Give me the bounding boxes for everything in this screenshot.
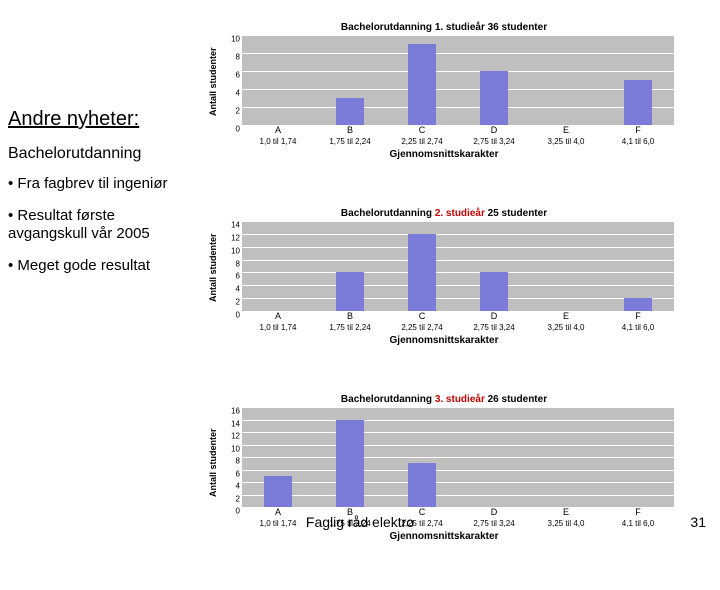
chart-1-bar-1 [336,272,365,311]
chart-1-ytick: 4 [236,285,242,294]
page-number: 31 [690,514,706,530]
chart-0-ytick: 10 [231,35,242,44]
slide: Andre nyheter: Bachelorutdanning • Fra f… [0,0,720,540]
chart-2-bar-2 [408,463,437,507]
chart-1-xtick-2: C [386,311,458,321]
chart-0-xtick-0: A [242,125,314,135]
chart-0-xtick-4: E [530,125,602,135]
chart-1-ytick: 6 [236,272,242,281]
chart-0-xrange-2: 2,25 til 2,74 [386,137,458,146]
chart-1-xticks: ABCDEF [242,311,674,321]
chart-1-xtick-3: D [458,311,530,321]
chart-1-ylabel: Antall studenter [208,233,218,302]
chart-2-plot: 0246810121416Antall studenterABCDEF1,0 t… [200,407,688,507]
chart-0-xticks: ABCDEF [242,125,674,135]
chart-1-bar-5 [624,298,653,311]
chart-2-ytick: 8 [236,457,242,466]
chart-0-xlabel: Gjennomsnittskarakter [200,149,688,160]
chart-1-plot: 02468101214Antall studenterABCDEF1,0 til… [200,221,688,311]
chart-2-xlabel: Gjennomsnittskarakter [200,531,688,542]
chart-2-bar-0 [264,476,293,507]
chart-0-xrange-0: 1,0 til 1,74 [242,137,314,146]
chart-2-ylabel: Antall studenter [208,428,218,497]
chart-1-xrange-5: 4,1 til 6,0 [602,323,674,332]
chart-2-title: Bachelorutdanning 3. studieår 26 student… [200,394,688,405]
chart-1-xtick-1: B [314,311,386,321]
sidebar-bullet-1-text: Resultat første avgangskull vår 2005 [8,207,150,242]
chart-0-xrange-5: 4,1 til 6,0 [602,137,674,146]
chart-1-xlabel: Gjennomsnittskarakter [200,335,688,346]
chart-1: Bachelorutdanning 2. studieår 25 student… [200,208,688,346]
chart-1-xtick-4: E [530,311,602,321]
footer-text: Faglig råd elektro [0,514,720,530]
chart-2-ytick: 6 [236,469,242,478]
sidebar: Andre nyheter: Bachelorutdanning • Fra f… [8,108,198,289]
chart-0-ytick: 6 [236,71,242,80]
chart-0-bar-1 [336,98,365,125]
chart-1-xrange-1: 1,75 til 2,24 [314,323,386,332]
chart-1-xrange-2: 2,25 til 2,74 [386,323,458,332]
chart-1-xrange-4: 3,25 til 4,0 [530,323,602,332]
chart-2-ytick: 10 [231,444,242,453]
chart-0-xtick-2: C [386,125,458,135]
sidebar-subheading: Bachelorutdanning [8,145,198,163]
chart-0-plot-area: 0246810 [242,35,674,125]
sidebar-bullet-2: • Meget gode resultat [8,257,198,275]
chart-2-ytick: 4 [236,482,242,491]
chart-0-bar-5 [624,80,653,125]
chart-0-xranges: 1,0 til 1,741,75 til 2,242,25 til 2,742,… [242,137,674,146]
chart-2-ytick: 14 [231,419,242,428]
chart-0-ytick: 2 [236,107,242,116]
chart-2-ytick: 12 [231,432,242,441]
chart-0-plot: 0246810Antall studenterABCDEF1,0 til 1,7… [200,35,688,125]
chart-1-xrange-0: 1,0 til 1,74 [242,323,314,332]
sidebar-bullet-0: • Fra fagbrev til ingeniør [8,175,198,193]
chart-0-xtick-3: D [458,125,530,135]
chart-1-plot-area: 02468101214 [242,221,674,311]
chart-0-bar-2 [408,44,437,125]
chart-0-xrange-1: 1,75 til 2,24 [314,137,386,146]
chart-2-bar-1 [336,420,365,508]
chart-1-ytick: 8 [236,259,242,268]
chart-2-ytick: 16 [231,407,242,416]
chart-1-ytick: 2 [236,298,242,307]
chart-0-xtick-1: B [314,125,386,135]
chart-1-ytick: 12 [231,233,242,242]
chart-1-xranges: 1,0 til 1,741,75 til 2,242,25 til 2,742,… [242,323,674,332]
sidebar-bullet-1: • Resultat første avgangskull vår 2005 [8,207,198,243]
sidebar-title: Andre nyheter: [8,108,198,131]
chart-0-bar-3 [480,71,509,125]
chart-1-xtick-5: F [602,311,674,321]
charts-area: Bachelorutdanning 1. studieår 36 student… [200,22,688,590]
chart-1-title: Bachelorutdanning 2. studieår 25 student… [200,208,688,219]
sidebar-bullet-2-text: Meget gode resultat [17,257,150,274]
chart-0: Bachelorutdanning 1. studieår 36 student… [200,22,688,160]
chart-1-xtick-0: A [242,311,314,321]
chart-1-bar-2 [408,234,437,311]
chart-1-ytick: 10 [231,246,242,255]
chart-0-xtick-5: F [602,125,674,135]
sidebar-bullet-0-text: Fra fagbrev til ingeniør [17,175,167,192]
chart-0-ytick: 4 [236,89,242,98]
chart-1-bar-3 [480,272,509,311]
chart-0-ytick: 8 [236,53,242,62]
chart-0-title: Bachelorutdanning 1. studieår 36 student… [200,22,688,33]
chart-0-xrange-4: 3,25 til 4,0 [530,137,602,146]
chart-2-ytick: 2 [236,494,242,503]
chart-2-plot-area: 0246810121416 [242,407,674,507]
chart-0-xrange-3: 2,75 til 3,24 [458,137,530,146]
chart-1-ytick: 14 [231,221,242,230]
chart-1-xrange-3: 2,75 til 3,24 [458,323,530,332]
chart-0-ylabel: Antall studenter [208,47,218,116]
